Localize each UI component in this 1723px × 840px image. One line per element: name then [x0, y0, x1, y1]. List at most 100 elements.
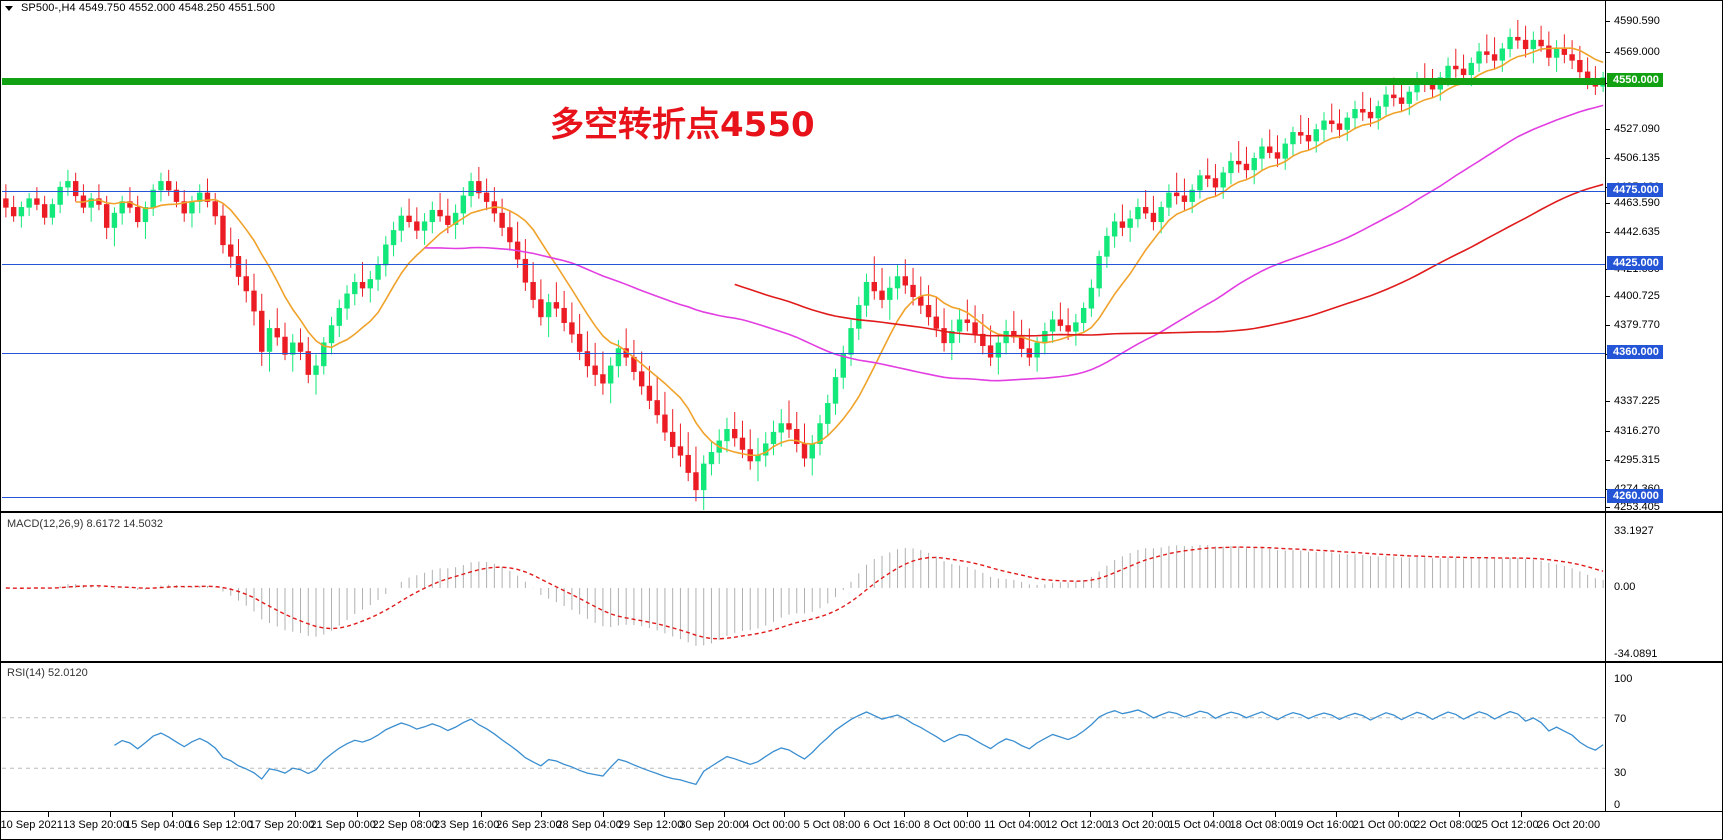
- price-tick-label: 4506.135: [1606, 152, 1660, 164]
- time-tick-mark: [1520, 812, 1522, 817]
- time-tick-label: 4 Oct 00:00: [743, 819, 801, 831]
- rsi-tick-label: 100: [1614, 673, 1633, 685]
- time-tick-mark: [967, 812, 969, 817]
- time-tick-mark: [418, 812, 420, 817]
- macd-series: [5, 545, 1604, 646]
- time-tick-label: 19 Oct 16:00: [1291, 819, 1355, 831]
- macd-tick-label: 33.1927: [1614, 525, 1654, 537]
- price-plot-area[interactable]: 多空转折点4550: [2, 2, 1605, 510]
- chart-annotation-text: 多空转折点4550: [550, 105, 815, 145]
- price-level-badge[interactable]: 4360.000: [1607, 345, 1663, 359]
- time-axis[interactable]: 10 Sep 2021 13 Sep 20:00 15 Sep 04:00 16 Se…: [0, 812, 1723, 840]
- price-tick-label: 4527.090: [1606, 123, 1660, 135]
- time-tick-label: 5 Oct 08:00: [803, 819, 861, 831]
- time-tick-mark: [1151, 812, 1153, 817]
- time-tick-mark: [602, 812, 604, 817]
- caret-down-icon[interactable]: [5, 5, 13, 11]
- price-level-badge[interactable]: 4425.000: [1607, 256, 1663, 270]
- time-tick-label: 28 Sep 04:00: [556, 819, 622, 831]
- time-tick-mark: [109, 812, 111, 817]
- price-tick-label: 4295.315: [1606, 454, 1660, 466]
- time-tick-label: 15 Sep 04:00: [125, 819, 191, 831]
- time-tick-label: 25 Oct 12:00: [1475, 819, 1539, 831]
- time-tick-label: 13 Oct 20:00: [1106, 819, 1170, 831]
- rsi-tick-label: 0: [1614, 799, 1621, 811]
- macd-tick-label: -34.0891: [1614, 648, 1658, 660]
- time-tick-label: 30 Sep 20:00: [679, 819, 745, 831]
- price-tick-label: 4337.225: [1606, 395, 1660, 407]
- time-tick-mark: [664, 812, 666, 817]
- time-tick-mark: [1090, 812, 1092, 817]
- price-tick-label: 4316.270: [1606, 425, 1660, 437]
- horizontal-level-line[interactable]: [2, 191, 1605, 192]
- macd-plot-area[interactable]: MACD(12,26,9) 8.6172 14.5032: [2, 514, 1605, 660]
- time-tick-label: 21 Sep 00:00: [310, 819, 376, 831]
- macd-tick-label: 0.00: [1614, 581, 1636, 593]
- time-tick-mark: [1028, 812, 1030, 817]
- time-tick-label: 13 Sep 20:00: [63, 819, 129, 831]
- price-tick-label: 4569.000: [1606, 46, 1660, 58]
- time-tick-mark: [783, 812, 785, 817]
- time-tick-mark: [172, 812, 174, 817]
- macd-panel[interactable]: MACD(12,26,9) 8.6172 14.5032 33.1927 0.00…: [0, 512, 1723, 662]
- macd-axis[interactable]: 33.1927 0.00 -34.0891: [1605, 513, 1722, 661]
- rsi-axis[interactable]: 100 70 30 0: [1605, 663, 1722, 811]
- time-tick-label: 16 Sep 12:00: [187, 819, 253, 831]
- time-tick-label: 6 Oct 16:00: [863, 819, 921, 831]
- time-tick-mark: [47, 812, 49, 817]
- time-tick-label: 22 Sep 08:00: [372, 819, 438, 831]
- time-tick-mark: [1459, 812, 1461, 817]
- time-tick-label: 21 Oct 00:00: [1352, 819, 1416, 831]
- horizontal-level-line[interactable]: [2, 353, 1605, 354]
- time-tick-mark: [1213, 812, 1215, 817]
- time-tick-mark: [1397, 812, 1399, 817]
- time-tick-label: 26 Oct 20:00: [1537, 819, 1601, 831]
- time-tick-label: 17 Sep 20:00: [248, 819, 315, 831]
- horizontal-level-line[interactable]: [2, 264, 1605, 265]
- time-tick-label: 23 Sep 16:00: [433, 819, 500, 831]
- time-tick-mark: [1336, 812, 1338, 817]
- price-tick-label: 4442.635: [1606, 226, 1660, 238]
- time-tick-mark: [357, 812, 359, 817]
- symbol-ohlc-label: SP500-,H4 4549.750 4552.000 4548.250 455…: [21, 2, 276, 14]
- candlestick-series: [3, 19, 1605, 510]
- rsi-tick-label: 30: [1614, 767, 1627, 779]
- rsi-plot-area[interactable]: RSI(14) 52.0120: [2, 664, 1605, 810]
- time-tick-label: 18 Oct 08:00: [1229, 819, 1293, 831]
- time-tick-label: 8 Oct 00:00: [923, 819, 981, 831]
- rsi-panel[interactable]: RSI(14) 52.0120 100 70 30 0: [0, 662, 1723, 812]
- macd-indicator-label: MACD(12,26,9) 8.6172 14.5032: [7, 518, 163, 530]
- price-level-badge[interactable]: 4260.000: [1607, 489, 1663, 503]
- time-tick-label: 29 Sep 12:00: [617, 819, 684, 831]
- time-tick-label: 22 Oct 08:00: [1414, 819, 1478, 831]
- time-tick-mark: [233, 812, 235, 817]
- time-tick-mark: [723, 812, 725, 817]
- horizontal-level-line[interactable]: [2, 78, 1605, 85]
- rsi-series: [2, 709, 1605, 786]
- price-tick-label: 4400.725: [1606, 290, 1660, 302]
- price-tick-label: 4379.770: [1606, 319, 1660, 331]
- rsi-tick-label: 70: [1614, 713, 1627, 725]
- time-tick-mark: [904, 812, 906, 817]
- rsi-indicator-label: RSI(14) 52.0120: [7, 667, 88, 679]
- price-tick-label: 4253.405: [1606, 501, 1660, 513]
- price-tick-label: 4590.590: [1606, 15, 1660, 27]
- time-tick-mark: [844, 812, 846, 817]
- time-tick-label: 15 Oct 04:00: [1168, 819, 1232, 831]
- time-tick-label: 26 Sep 23:00: [496, 819, 562, 831]
- horizontal-level-line[interactable]: [2, 497, 1605, 498]
- price-level-badge[interactable]: 4550.000: [1607, 73, 1663, 87]
- time-tick-mark: [480, 812, 482, 817]
- price-panel[interactable]: 多空转折点4550 4590.5904569.0004548.0454527.0…: [0, 0, 1723, 513]
- price-tick-label: 4463.590: [1606, 197, 1660, 209]
- price-level-badge[interactable]: 4475.000: [1607, 183, 1663, 197]
- price-axis[interactable]: 4590.5904569.0004548.0454527.0904506.135…: [1605, 1, 1722, 513]
- time-tick-mark: [295, 812, 297, 817]
- time-tick-mark: [1274, 812, 1276, 817]
- time-tick-label: 10 Sep 2021: [0, 819, 63, 831]
- time-tick-label: 11 Oct 04:00: [984, 819, 1047, 831]
- time-tick-mark: [541, 812, 543, 817]
- quote-header: SP500-,H4 4549.750 4552.000 4548.250 455…: [0, 0, 1723, 16]
- time-tick-label: 12 Oct 12:00: [1045, 819, 1109, 831]
